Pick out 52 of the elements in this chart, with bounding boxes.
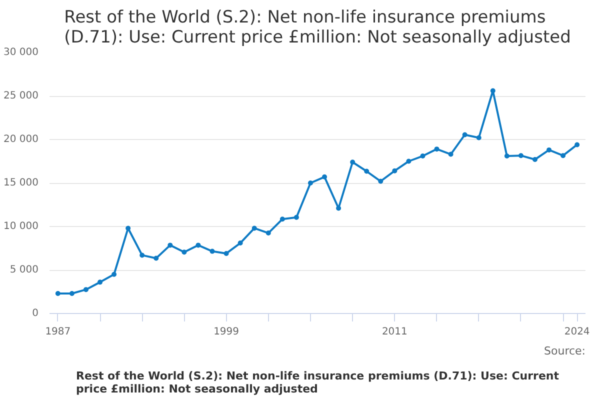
point	[476, 135, 482, 140]
x-tick-label: 1999	[214, 326, 240, 338]
point	[196, 242, 201, 248]
point	[490, 88, 496, 94]
source-note: Source:	[544, 344, 586, 358]
point	[406, 158, 412, 164]
point	[83, 287, 88, 292]
point	[546, 147, 552, 152]
point	[504, 154, 510, 159]
point	[112, 272, 117, 277]
point	[69, 290, 74, 296]
x-tick-label: 1987	[45, 326, 71, 338]
y-tick-label: 10 000	[4, 221, 39, 232]
point	[266, 230, 271, 236]
point	[294, 214, 299, 220]
y-tick-label: 5 000	[10, 264, 39, 276]
point	[238, 240, 243, 246]
point	[350, 160, 356, 165]
point	[308, 180, 313, 186]
x-tick-label: 2011	[382, 326, 408, 338]
point	[140, 252, 145, 258]
point	[574, 142, 580, 148]
y-tick-label: 25 000	[4, 90, 39, 102]
point	[560, 153, 566, 158]
point	[224, 250, 229, 256]
point	[518, 153, 524, 158]
point	[126, 226, 131, 231]
point	[378, 178, 384, 184]
text: Rest of the World (S.2): Net non-life insurance premiums (D.71): Use: Current price £million: Not seasonally adjusted	[76, 370, 560, 396]
point	[392, 168, 398, 174]
point	[448, 152, 454, 157]
y-tick-label: 30 000	[4, 47, 39, 58]
point	[210, 248, 215, 254]
point	[252, 226, 257, 231]
point	[532, 157, 538, 162]
point	[182, 250, 187, 255]
point	[154, 256, 159, 261]
point	[168, 242, 173, 248]
point	[280, 216, 285, 222]
point	[98, 280, 103, 285]
y-tick-label: 15 000	[4, 178, 39, 188]
point	[55, 290, 60, 296]
point	[364, 168, 370, 174]
point	[420, 154, 426, 159]
y-tick-label: 0	[32, 308, 39, 319]
point	[322, 174, 328, 180]
point	[336, 206, 342, 211]
y-tick-label: 20 000	[4, 134, 39, 145]
x-tick-label: 2024	[564, 326, 590, 338]
point	[462, 132, 468, 138]
point	[434, 146, 440, 152]
chart-title: Rest of the World (S.2): Net non-life insurance premiums (D.71): Use: Current price £million: Not seasonally adjusted	[64, 8, 571, 48]
